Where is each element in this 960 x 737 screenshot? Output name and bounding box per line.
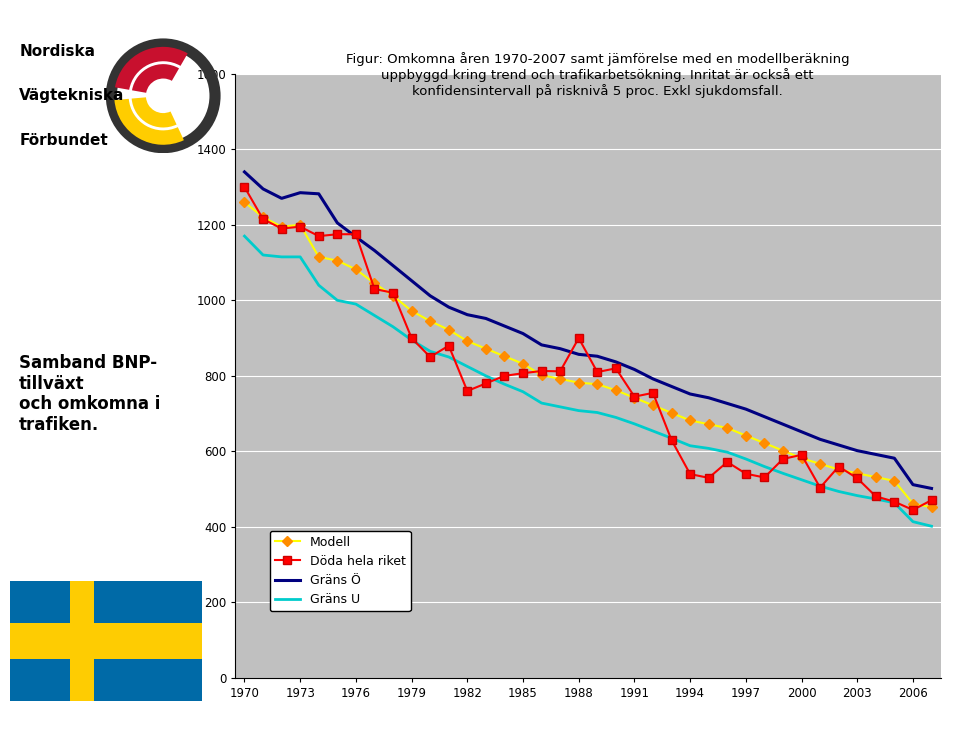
Bar (70, 581, 94, 701)
Bar (10, 624, 202, 659)
Legend: Modell, Döda hela riket, Gräns Ö, Gräns U: Modell, Döda hela riket, Gräns Ö, Gräns … (270, 531, 411, 612)
Wedge shape (115, 47, 188, 90)
Wedge shape (114, 99, 184, 144)
Wedge shape (132, 97, 177, 128)
Text: Förbundet: Förbundet (19, 133, 108, 147)
Text: Nordiska: Nordiska (19, 44, 95, 59)
Text: Vägtekniska: Vägtekniska (19, 88, 125, 103)
Wedge shape (132, 64, 179, 93)
Text: Samband BNP-
tillväxt
och omkomna i
trafiken.: Samband BNP- tillväxt och omkomna i traf… (19, 354, 160, 434)
Text: Figur: Omkomna åren 1970-2007 samt jämförelse med en modellberäkning
uppbyggd kr: Figur: Omkomna åren 1970-2007 samt jämfö… (346, 52, 850, 98)
FancyBboxPatch shape (6, 578, 205, 705)
